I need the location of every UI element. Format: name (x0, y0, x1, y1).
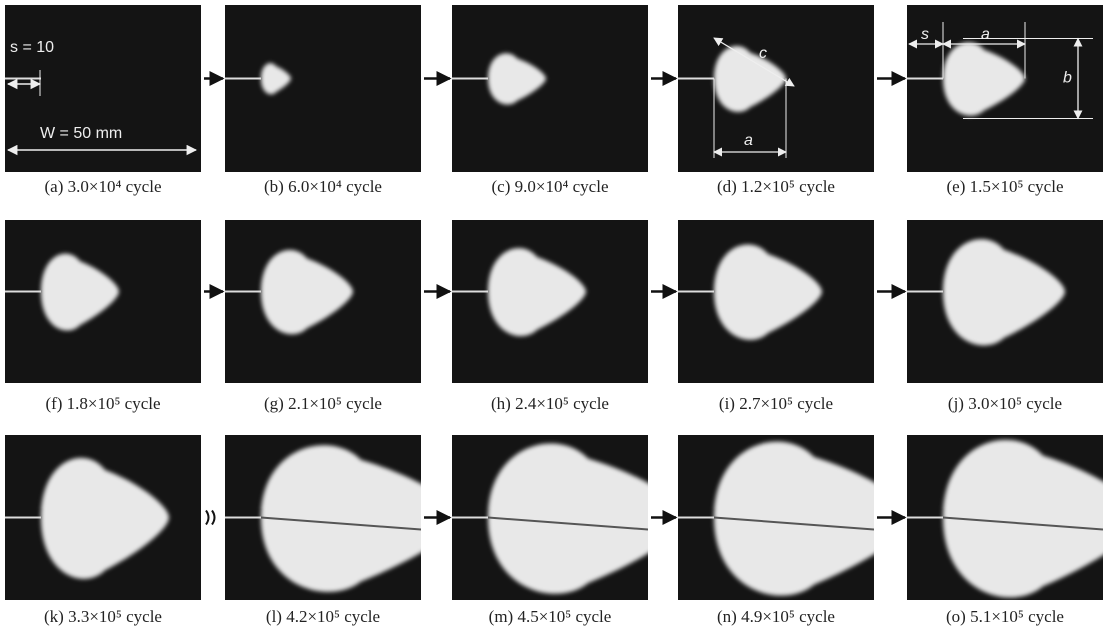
panel (5, 220, 201, 383)
caption: (c) 9.0×10⁴ cycle (492, 177, 609, 196)
panel (907, 435, 1103, 600)
crack-region (488, 248, 586, 337)
crack-region (261, 249, 353, 335)
caption: (g) 2.1×10⁵ cycle (264, 394, 382, 413)
crack-region (261, 445, 421, 592)
annotation: c (759, 45, 767, 62)
panel (678, 435, 874, 600)
caption: (j) 3.0×10⁵ cycle (948, 394, 1062, 413)
annotation: s (921, 26, 929, 43)
panel (452, 220, 648, 383)
caption: (f) 1.8×10⁵ cycle (45, 394, 160, 413)
panel (907, 220, 1103, 383)
panel (452, 435, 648, 600)
annotation: a (981, 26, 990, 43)
dim-line (713, 37, 795, 87)
panel (907, 5, 1103, 172)
panel-image (452, 5, 648, 172)
annotation: a (744, 132, 753, 149)
caption: (d) 1.2×10⁵ cycle (717, 177, 835, 196)
annotation: s = 10 (10, 39, 54, 56)
crack-region (41, 457, 169, 579)
caption: (h) 2.4×10⁵ cycle (491, 394, 609, 413)
caption: (a) 3.0×10⁴ cycle (45, 177, 162, 196)
crack-region (261, 63, 291, 95)
crack-region (943, 440, 1103, 598)
panel (5, 5, 201, 172)
caption: (o) 5.1×10⁵ cycle (946, 607, 1064, 626)
crack-region (714, 244, 822, 340)
crack-region (943, 42, 1025, 116)
annotation: W = 50 mm (40, 125, 122, 142)
annotation: b (1063, 70, 1072, 87)
break-mark (205, 509, 216, 526)
crack-region (943, 239, 1065, 346)
panel (225, 435, 421, 600)
panel-image (225, 5, 421, 172)
panel (678, 5, 874, 172)
caption: (i) 2.7×10⁵ cycle (719, 394, 833, 413)
panel (452, 5, 648, 172)
panel (225, 220, 421, 383)
crack-region (714, 441, 874, 596)
caption: (e) 1.5×10⁵ cycle (947, 177, 1064, 196)
panel-image (5, 5, 201, 172)
caption: (l) 4.2×10⁵ cycle (266, 607, 380, 626)
crack-region (488, 443, 648, 594)
panel (225, 5, 421, 172)
panel (678, 220, 874, 383)
caption: (m) 4.5×10⁵ cycle (489, 607, 612, 626)
panel (5, 435, 201, 600)
caption: (n) 4.9×10⁵ cycle (717, 607, 835, 626)
crack-line (260, 516, 421, 531)
crack-line (942, 516, 1103, 531)
caption: (b) 6.0×10⁴ cycle (264, 177, 382, 196)
crack-line (487, 516, 648, 531)
crack-region (41, 253, 119, 331)
caption: (k) 3.3×10⁵ cycle (44, 607, 162, 626)
crack-region (488, 53, 546, 105)
crack-line (713, 516, 874, 531)
